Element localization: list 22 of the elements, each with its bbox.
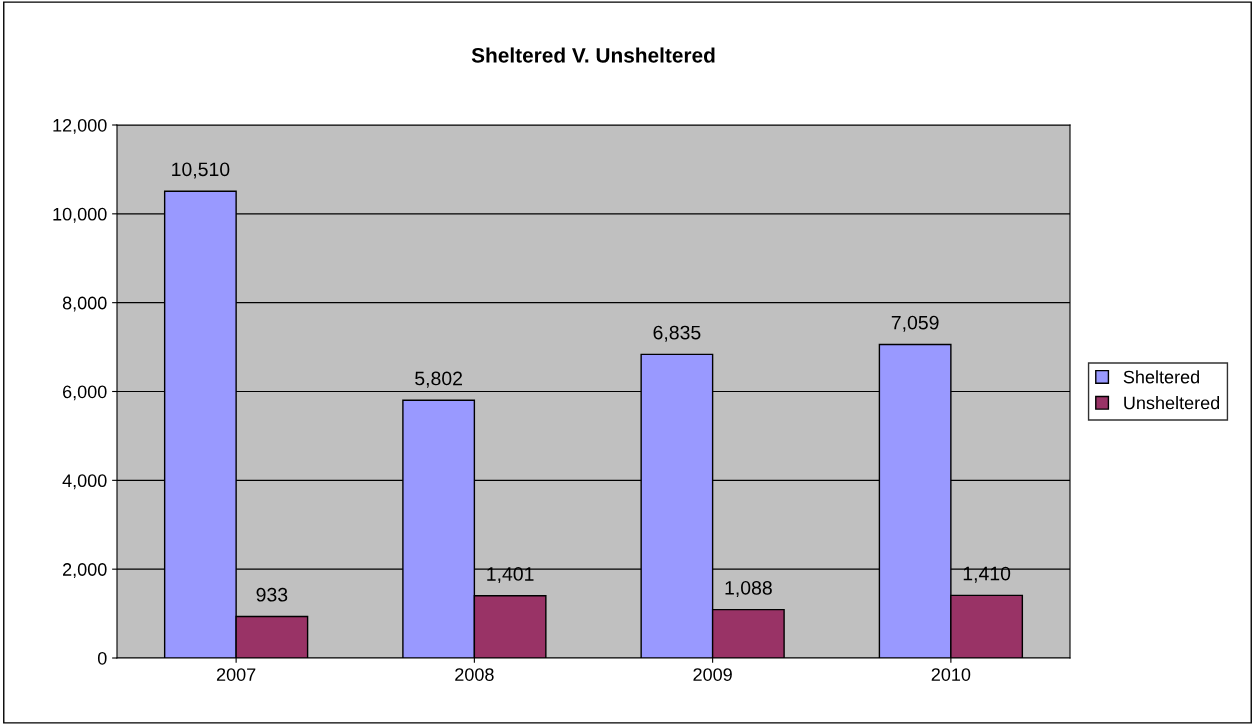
y-tick-label: 6,000 xyxy=(63,385,107,401)
x-tick-label: 2007 xyxy=(216,668,256,681)
data-label: 5,802 xyxy=(415,371,462,388)
data-label: 7,059 xyxy=(891,315,939,332)
data-label: 1,088 xyxy=(725,580,772,598)
x-tick-label: 2010 xyxy=(931,668,971,681)
data-label: 1,410 xyxy=(963,566,1011,583)
x-tick-label: 2009 xyxy=(693,668,732,681)
data-label: 10,510 xyxy=(172,162,230,179)
data-label: 6,835 xyxy=(653,325,701,342)
y-tick-label: 4,000 xyxy=(62,474,107,490)
y-tick-label: 8,000 xyxy=(62,296,107,312)
legend-label: Sheltered xyxy=(1123,370,1199,384)
data-label: 1,401 xyxy=(487,567,534,584)
y-tick-label: 2,000 xyxy=(63,563,107,579)
x-tick-label: 2008 xyxy=(455,668,494,681)
data-label: 933 xyxy=(256,587,288,602)
y-tick-label: 0 xyxy=(97,651,107,665)
legend-label: Unsheltered xyxy=(1124,396,1220,410)
y-tick-label: 12,000 xyxy=(53,118,107,134)
y-tick-label: 10,000 xyxy=(53,207,107,223)
chart-title: Sheltered V. Unsheltered xyxy=(471,47,715,63)
